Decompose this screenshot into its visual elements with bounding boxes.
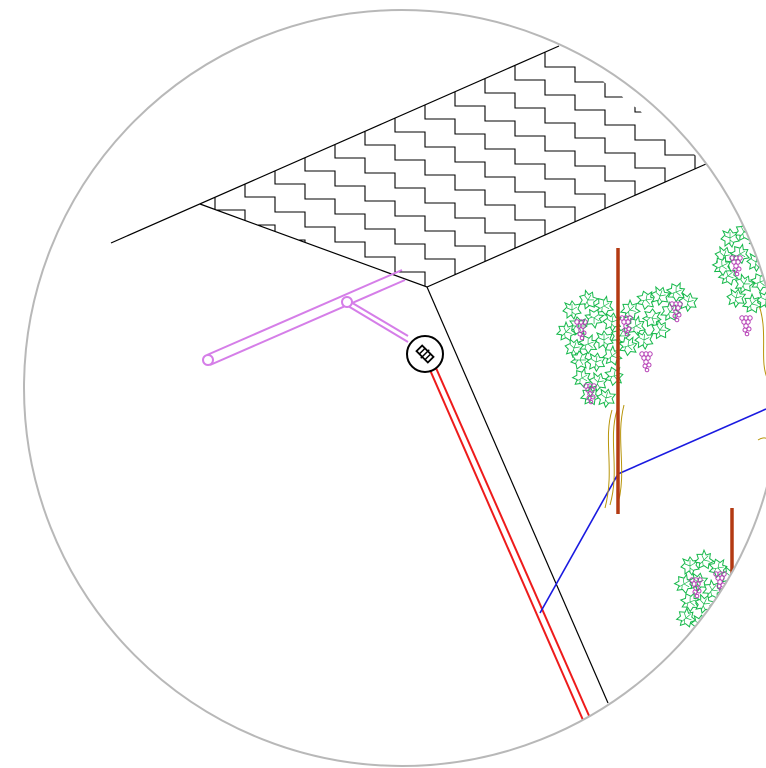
leaf xyxy=(594,386,618,410)
paving-hatch xyxy=(544,52,706,173)
grapevine-icon xyxy=(709,218,766,446)
leaf xyxy=(720,228,740,248)
paving-hatch xyxy=(634,46,706,134)
leaf xyxy=(689,613,711,635)
paving-hatch xyxy=(650,3,766,123)
paving-hatch xyxy=(620,16,766,136)
purple-pipe xyxy=(202,269,409,366)
valve-icon[interactable] xyxy=(406,335,444,373)
red-pipe xyxy=(429,367,591,721)
leaf xyxy=(680,556,700,576)
grapevine-icon xyxy=(552,248,700,514)
paving-hatch xyxy=(574,46,706,160)
grapevine-icon xyxy=(671,508,743,635)
paving-band xyxy=(110,0,766,288)
leaf xyxy=(575,287,601,313)
paving-hatch xyxy=(530,55,766,175)
paving-hatch xyxy=(664,46,706,121)
grape-bunch xyxy=(739,315,753,337)
boundary-line xyxy=(426,286,609,704)
detail-frame xyxy=(23,9,766,767)
leaf xyxy=(603,365,625,387)
grape-bunch xyxy=(639,351,653,373)
leaf xyxy=(585,351,607,373)
paving-hatch xyxy=(244,182,485,287)
leaf xyxy=(562,300,582,320)
paving-hatch xyxy=(680,0,766,110)
leaf xyxy=(594,330,614,350)
